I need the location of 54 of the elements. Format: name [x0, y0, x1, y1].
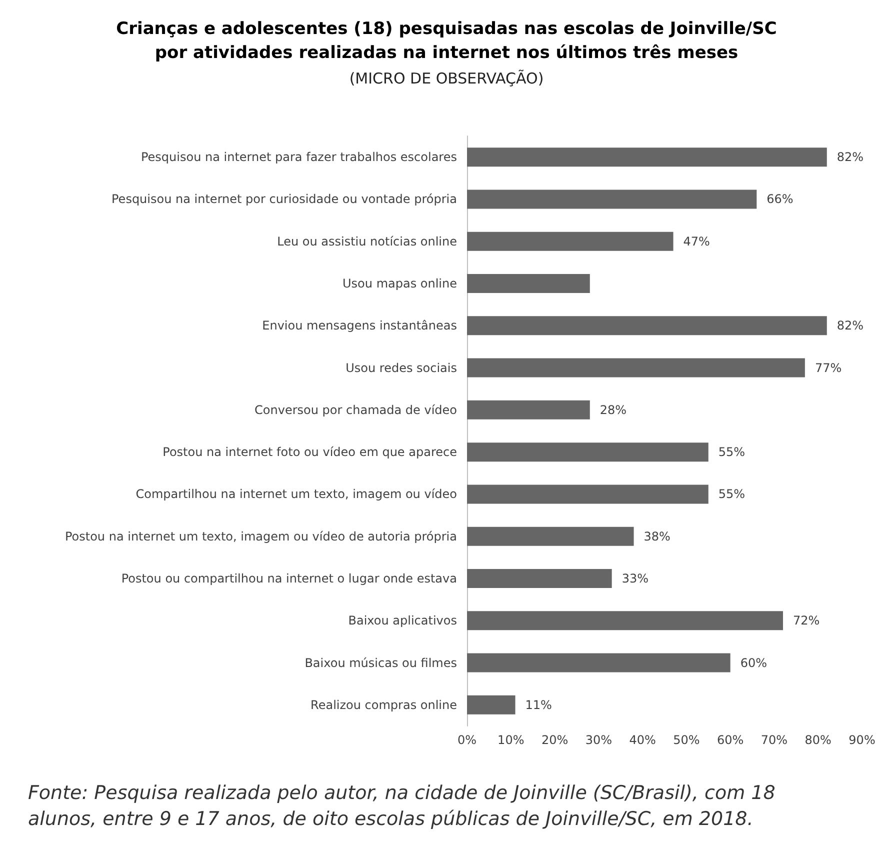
- y-tick-label: Postou ou compartilhou na internet o lugar onde estava: [121, 572, 457, 586]
- x-tick-label: 0%: [457, 733, 477, 747]
- bar: [467, 526, 634, 546]
- data-label: 11%: [525, 698, 552, 712]
- data-label: 55%: [718, 445, 746, 460]
- y-tick-label: Baixou aplicativos: [348, 614, 457, 628]
- data-label: 72%: [793, 614, 820, 628]
- bar: [467, 148, 827, 167]
- y-tick-label: Postou na internet um texto, imagem ou vídeo de autoria própria: [64, 529, 457, 544]
- bar: [467, 484, 708, 504]
- bar: [467, 400, 590, 420]
- y-tick-label: Compartilhou na internet um texto, imagem ou vídeo: [136, 487, 457, 502]
- chart-subtitle: (MICRO DE OBSERVAÇÃO): [349, 70, 544, 88]
- source-note: Fonte: Pesquisa realizada pelo autor, na cidade de Joinville (SC/Brasil), com 18 alunos, entre 9 e 17 anos, de oito escolas públicas de Joinville/SC, em 2018.: [28, 782, 776, 830]
- bar: [467, 316, 827, 336]
- x-tick-label: 60%: [716, 733, 744, 747]
- y-tick-label: Pesquisou na internet por curiosidade ou vontade própria: [112, 192, 457, 206]
- bar: [467, 232, 674, 251]
- data-label: 82%: [836, 318, 864, 333]
- data-label: 60%: [740, 656, 768, 670]
- bar: [467, 442, 708, 462]
- data-label: 82%: [836, 150, 864, 164]
- x-tick-label: 90%: [848, 733, 876, 747]
- data-label: 77%: [814, 360, 842, 375]
- y-tick-label: Conversou por chamada de vídeo: [254, 402, 457, 417]
- x-tick-label: 80%: [804, 733, 832, 747]
- y-tick-label: Realizou compras online: [310, 698, 457, 712]
- bar: [467, 695, 516, 714]
- y-tick-label: Usou mapas online: [342, 276, 457, 290]
- bar: [467, 611, 783, 630]
- data-label: 55%: [718, 487, 746, 502]
- y-tick-label: Enviou mensagens instantâneas: [262, 318, 457, 333]
- bar: [467, 653, 730, 672]
- data-label: 33%: [622, 572, 649, 586]
- y-tick-label: Baixou músicas ou filmes: [304, 656, 457, 670]
- x-tick-label: 50%: [673, 733, 700, 747]
- y-tick-label: Postou na internet foto ou vídeo em que aparece: [162, 445, 457, 460]
- chart-title: Crianças e adolescentes (18) pesquisadas nas escolas de Joinville/SC por atividades realizadas na internet nos últimos três meses: [116, 19, 777, 63]
- bar: [467, 190, 757, 209]
- x-tick-label: 10%: [498, 733, 524, 747]
- y-tick-label: Usou redes sociais: [346, 360, 457, 375]
- data-label: 66%: [766, 192, 794, 206]
- bar: [467, 274, 590, 293]
- data-label: 38%: [644, 529, 670, 544]
- x-tick-label: 20%: [541, 733, 568, 747]
- bar: [467, 569, 612, 588]
- y-tick-label: Pesquisou na internet para fazer trabalhos escolares: [140, 150, 457, 164]
- x-tick-label: 30%: [585, 733, 612, 747]
- x-tick-label: 40%: [629, 733, 656, 747]
- data-label: 28%: [600, 402, 627, 417]
- y-tick-label: Leu ou assistiu notícias online: [277, 234, 457, 248]
- x-tick-label: 70%: [760, 733, 788, 747]
- data-label: 47%: [683, 234, 710, 248]
- bar: [467, 358, 805, 378]
